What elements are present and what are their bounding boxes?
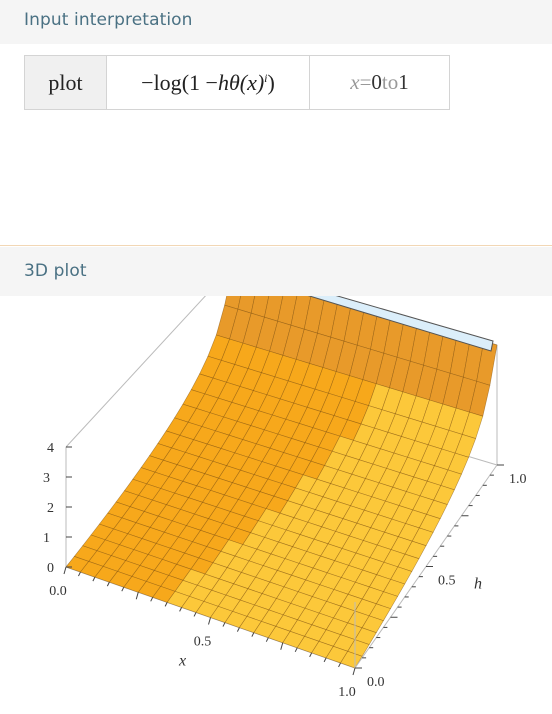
x-tick (338, 662, 341, 668)
x-tick (78, 571, 81, 577)
z-tick-label: 4 (47, 441, 54, 456)
z-tick-label: 1 (43, 531, 50, 546)
x-tick (208, 617, 211, 625)
x-tick (63, 566, 67, 575)
range-eq: = (359, 70, 372, 94)
range-end: 1 (398, 70, 409, 94)
input-interpretation-header: Input interpretation (0, 0, 552, 44)
x-tick (135, 592, 139, 600)
z-tick-label: 3 (43, 471, 50, 486)
x-tick (280, 642, 284, 650)
surface-patch (340, 650, 363, 669)
expression-cell: − log(1 − h θ (x) i) (107, 56, 310, 109)
x-tick (106, 581, 110, 587)
x-tick (121, 586, 125, 592)
surface-mesh (65, 296, 498, 669)
expr-open: ( (181, 69, 190, 95)
range-cell: x = 0 to 1 (310, 56, 449, 109)
h-tick-label: 0.5 (438, 574, 456, 589)
x-tick (251, 632, 255, 637)
x-tick (222, 622, 226, 627)
z-tick-label: 0 (47, 561, 54, 576)
x-tick-label: 1.0 (338, 685, 356, 700)
surface-clip-cap (307, 296, 494, 352)
h-axis-label: h (474, 576, 482, 593)
box-edge-top-left (65, 296, 207, 448)
x-tick (294, 647, 298, 653)
x-tick (92, 576, 96, 582)
h-tick-label: 1.0 (509, 472, 527, 487)
input-interpretation-title: Input interpretation (24, 10, 193, 30)
x-axis-label: x (178, 653, 186, 670)
x-tick (265, 637, 269, 642)
expr-close: ) (267, 69, 275, 95)
expr-exponent: i (264, 71, 268, 85)
x-tick (352, 667, 356, 676)
axis-ticks: 0 1 2 3 4 0.0 0.5 1.0 0.0 0.5 1.0 (43, 441, 527, 700)
x-tick (236, 627, 240, 632)
x-tick (323, 657, 327, 663)
plot-3d-header: 3D plot (0, 247, 552, 296)
x-tick (150, 597, 154, 602)
z-tick-label: 2 (47, 501, 54, 516)
x-tick (164, 602, 168, 607)
x-tick-label: 0.5 (194, 635, 212, 650)
expr-minus: − (141, 69, 154, 95)
axis-labels: xh (178, 576, 482, 670)
expr-h: h (217, 69, 229, 95)
input-interpretation-table: plot − log(1 − h θ (x) i) x = 0 to 1 (24, 55, 450, 110)
command-cell: plot (25, 56, 107, 109)
expr-x: (x) (239, 69, 265, 95)
expr-theta: θ (228, 69, 240, 95)
range-to: to (381, 70, 399, 94)
pod-divider (0, 245, 552, 246)
x-tick-label: 0.0 (49, 584, 67, 599)
x-tick (193, 612, 197, 617)
plot-3d-title: 3D plot (24, 261, 87, 281)
h-tick-label: 0.0 (367, 675, 385, 690)
x-tick (179, 607, 183, 612)
expr-log: log (153, 69, 182, 95)
range-from: 0 (371, 70, 382, 94)
expr-one-minus: 1 − (189, 69, 218, 95)
range-var: x (350, 70, 360, 94)
x-tick (309, 652, 313, 658)
